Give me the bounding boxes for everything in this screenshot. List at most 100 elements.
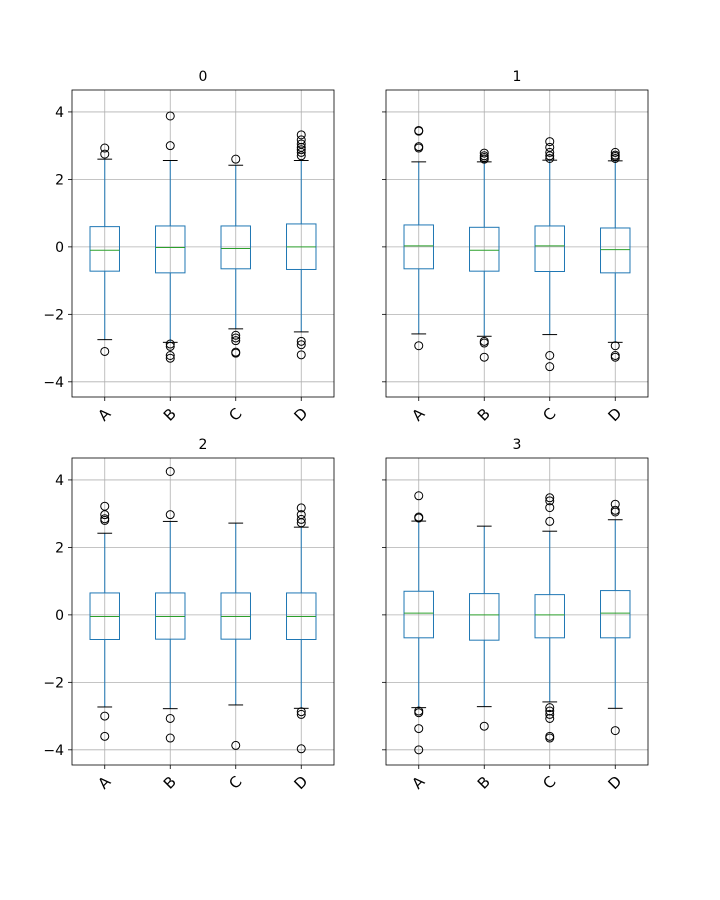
flier-point	[545, 709, 555, 719]
flier-point	[296, 503, 306, 513]
box-C	[220, 154, 251, 358]
flier-point	[545, 142, 555, 152]
flier-point	[545, 733, 555, 743]
box-B	[155, 466, 186, 743]
flier-point	[231, 330, 241, 340]
flier-point	[165, 341, 175, 351]
subplot-3: A B C D 3	[382, 437, 649, 793]
flier-point	[414, 512, 424, 522]
box-iqr	[469, 226, 500, 272]
subplot-0: −4 −2 0 2 4 A B C D 0	[43, 69, 335, 425]
x-tick-label: C	[539, 773, 559, 793]
flier-point	[296, 135, 306, 145]
flier-point	[296, 707, 306, 717]
flier-point	[610, 726, 620, 736]
flier-point	[545, 147, 555, 157]
box-iqr	[600, 590, 631, 639]
box-iqr	[155, 225, 186, 274]
flier-point	[545, 351, 555, 361]
flier-point	[165, 713, 175, 723]
flier-point	[296, 142, 306, 152]
box-iqr	[469, 593, 500, 641]
subplot-title: 0	[199, 69, 208, 85]
axes-frame	[385, 89, 649, 398]
flier-point	[100, 346, 110, 356]
flier-point	[545, 137, 555, 147]
flier-point	[100, 731, 110, 741]
y-tick-label: 4	[55, 473, 64, 489]
box-C	[534, 493, 565, 743]
flier-point	[100, 514, 110, 524]
flier-point	[479, 721, 489, 731]
box-iqr	[403, 590, 434, 639]
box-iqr	[89, 226, 120, 272]
y-tick-label: 2	[55, 172, 64, 188]
flier-point	[610, 505, 620, 515]
x-tick-label: B	[160, 773, 180, 793]
flier-point	[545, 703, 555, 713]
flier-point	[165, 733, 175, 743]
flier-point	[165, 141, 175, 151]
subplot-1: A B C D 1	[382, 69, 649, 425]
box-D	[600, 147, 631, 362]
flier-point	[414, 745, 424, 755]
flier-point	[231, 154, 241, 164]
flier-point	[545, 153, 555, 163]
flier-point	[296, 340, 306, 350]
x-tick-label: D	[290, 404, 311, 425]
x-tick-label: D	[290, 772, 311, 793]
box-iqr	[155, 592, 186, 640]
flier-point	[610, 352, 620, 362]
flier-point	[610, 150, 620, 160]
flier-point	[296, 130, 306, 140]
subplot-title: 3	[513, 437, 522, 453]
flier-point	[545, 516, 555, 526]
x-tick-label: D	[604, 772, 625, 793]
box-A	[403, 125, 434, 351]
box-iqr	[403, 224, 434, 270]
flier-point	[100, 143, 110, 153]
flier-point	[100, 149, 110, 159]
flier-point	[296, 709, 306, 719]
x-tick-label: B	[474, 773, 494, 793]
flier-point	[100, 711, 110, 721]
flier-point	[165, 510, 175, 520]
box-A	[403, 491, 434, 755]
y-tick-label: 0	[55, 240, 64, 256]
flier-point	[545, 493, 555, 503]
flier-point	[231, 740, 241, 750]
x-tick-label: A	[408, 404, 429, 425]
flier-point	[479, 151, 489, 161]
flier-point	[231, 348, 241, 358]
flier-point	[414, 708, 424, 718]
x-tick-label: A	[408, 772, 429, 793]
flier-point	[296, 336, 306, 346]
flier-point	[414, 125, 424, 135]
x-tick-label: C	[225, 773, 245, 793]
flier-point	[414, 341, 424, 351]
flier-point	[414, 724, 424, 734]
y-tick-label: −4	[43, 743, 64, 759]
flier-point	[414, 142, 424, 152]
flier-point	[296, 510, 306, 520]
axes-frame	[385, 457, 649, 766]
flier-point	[479, 148, 489, 158]
flier-point	[165, 339, 175, 349]
box-D	[286, 130, 317, 360]
flier-point	[296, 514, 306, 524]
axes-frame	[71, 457, 335, 766]
flier-point	[610, 147, 620, 157]
subplot-title: 1	[513, 69, 522, 85]
y-tick-label: −2	[43, 307, 64, 323]
box-B	[469, 148, 500, 362]
x-tick-label: B	[474, 405, 494, 425]
flier-point	[414, 491, 424, 501]
flier-point	[545, 503, 555, 513]
box-B	[469, 525, 500, 731]
flier-point	[100, 501, 110, 511]
axes-frame	[71, 89, 335, 398]
y-tick-label: −2	[43, 675, 64, 691]
box-A	[89, 501, 120, 741]
box-iqr	[600, 227, 631, 274]
